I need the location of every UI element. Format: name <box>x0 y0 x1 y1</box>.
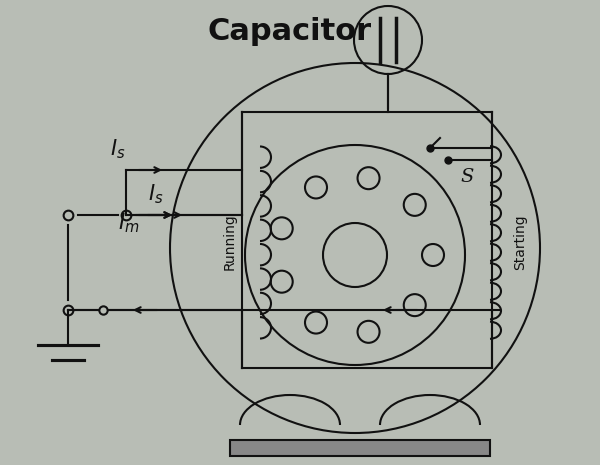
Text: Starting: Starting <box>513 214 527 270</box>
Text: Running: Running <box>223 213 237 270</box>
Text: Capacitor: Capacitor <box>208 18 372 46</box>
Text: $I_s$: $I_s$ <box>148 182 163 206</box>
Text: $I_m$: $I_m$ <box>118 211 139 235</box>
Text: $I_s$: $I_s$ <box>110 137 125 160</box>
Text: S: S <box>460 168 473 186</box>
Bar <box>230 440 490 456</box>
